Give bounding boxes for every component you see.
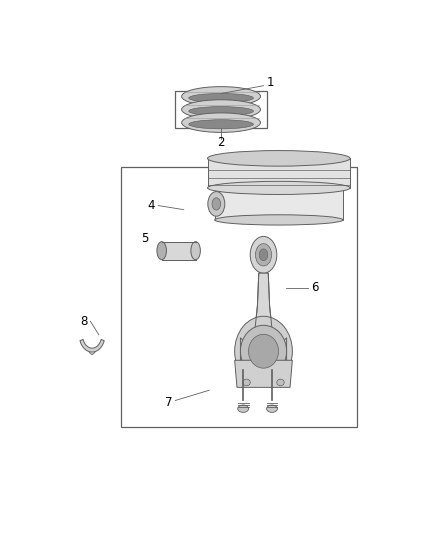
Bar — [208, 158, 350, 188]
Ellipse shape — [277, 379, 284, 386]
Polygon shape — [253, 273, 274, 351]
Ellipse shape — [182, 113, 261, 132]
Ellipse shape — [212, 198, 221, 210]
Text: 5: 5 — [141, 232, 148, 245]
Ellipse shape — [191, 241, 200, 260]
Polygon shape — [80, 340, 104, 352]
Ellipse shape — [243, 379, 250, 386]
Ellipse shape — [157, 241, 166, 260]
Ellipse shape — [215, 215, 343, 225]
Text: 4: 4 — [148, 199, 155, 212]
Text: 7: 7 — [165, 396, 172, 409]
Ellipse shape — [259, 249, 268, 261]
Ellipse shape — [208, 191, 225, 216]
Ellipse shape — [248, 334, 279, 368]
Ellipse shape — [238, 405, 249, 413]
Text: 2: 2 — [217, 136, 225, 149]
Ellipse shape — [208, 150, 350, 166]
Ellipse shape — [235, 316, 293, 386]
Bar — [121, 166, 357, 427]
Ellipse shape — [240, 325, 286, 377]
Text: 8: 8 — [80, 315, 87, 328]
Bar — [215, 188, 343, 220]
Bar — [175, 92, 267, 127]
Ellipse shape — [267, 405, 277, 413]
Ellipse shape — [208, 181, 350, 195]
Polygon shape — [240, 338, 286, 365]
Text: 1: 1 — [267, 76, 274, 89]
Ellipse shape — [250, 237, 277, 273]
Ellipse shape — [182, 87, 261, 106]
Text: 6: 6 — [311, 281, 318, 294]
Ellipse shape — [182, 100, 261, 119]
Polygon shape — [235, 360, 293, 387]
Ellipse shape — [255, 244, 272, 266]
Ellipse shape — [189, 93, 254, 102]
Bar — [162, 241, 196, 260]
Ellipse shape — [189, 107, 254, 116]
Ellipse shape — [189, 120, 254, 129]
